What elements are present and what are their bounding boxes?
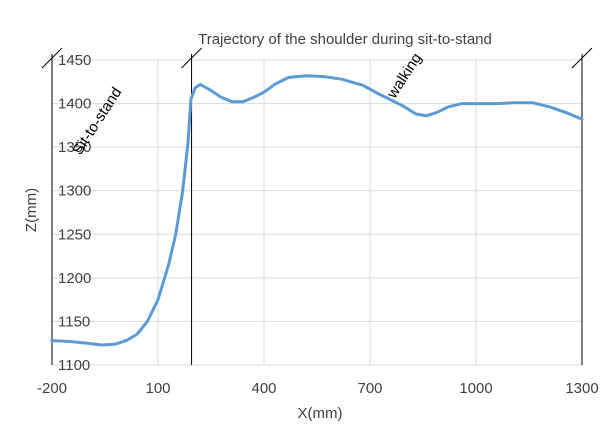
axis-break-mark bbox=[571, 47, 593, 69]
x-tick-label: 100 bbox=[145, 380, 170, 397]
y-tick-label: 1400 bbox=[58, 96, 91, 113]
axis-break-mark bbox=[41, 47, 63, 69]
y-tick-label: 1450 bbox=[58, 52, 91, 69]
chart-title: Trajectory of the shoulder during sit-to… bbox=[198, 31, 492, 48]
gridlines bbox=[51, 59, 583, 366]
x-tick-label: 400 bbox=[251, 380, 276, 397]
x-tick-label: 1000 bbox=[459, 380, 492, 397]
x-tick-label: -200 bbox=[37, 380, 67, 397]
y-axis-title: Z(mm) bbox=[23, 188, 40, 232]
series-lines bbox=[50, 74, 584, 347]
y-tick-labels: 1100 1150 1200 1250 1300 1350 1400 1450 bbox=[58, 52, 91, 374]
series-line bbox=[50, 74, 584, 347]
y-tick-label: 1250 bbox=[58, 226, 91, 243]
y-tick-label: 1300 bbox=[58, 183, 91, 200]
vertical-markers bbox=[41, 47, 593, 365]
y-tick-label: 1200 bbox=[58, 270, 91, 287]
x-tick-label: 700 bbox=[357, 380, 382, 397]
y-tick-label: 1150 bbox=[58, 313, 90, 330]
annotation-label: walking bbox=[383, 50, 425, 102]
y-tick-label: 1350 bbox=[58, 139, 91, 156]
x-tick-label: 1300 bbox=[565, 380, 598, 397]
axis-break-mark bbox=[181, 47, 202, 69]
x-axis-title: X(mm) bbox=[298, 405, 343, 422]
y-tick-label: 1100 bbox=[58, 357, 90, 374]
x-tick-labels: -200 100 400 700 1000 1300 bbox=[37, 380, 599, 397]
